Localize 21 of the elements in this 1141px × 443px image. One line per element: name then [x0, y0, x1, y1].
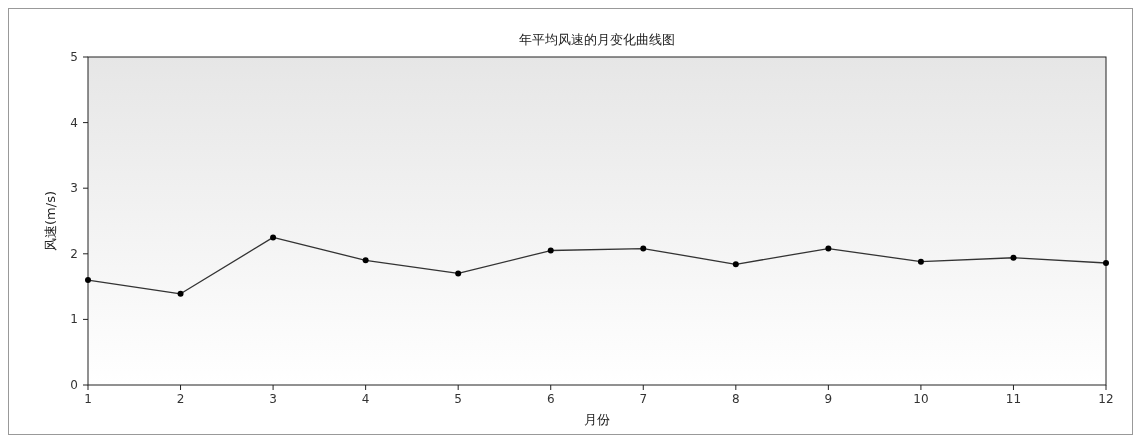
x-tick-label: 9 — [824, 392, 833, 406]
x-tick-label: 10 — [913, 392, 929, 406]
y-tick-label: 5 — [70, 50, 78, 64]
y-tick-label: 0 — [70, 378, 78, 392]
x-tick-label: 5 — [454, 392, 462, 406]
x-tick-label: 2 — [176, 392, 185, 406]
x-tick-label: 3 — [269, 392, 277, 406]
x-tick-label: 11 — [1005, 392, 1022, 406]
y-axis-title: 风速(m/s) — [43, 191, 58, 251]
y-tick-label: 2 — [70, 246, 78, 261]
x-tick-label: 4 — [361, 392, 370, 406]
x-tick-label: 1 — [84, 392, 92, 406]
y-tick-label: 1 — [70, 312, 78, 327]
x-tick-label: 8 — [732, 392, 740, 406]
x-tick-label: 6 — [546, 392, 555, 406]
y-tick-label: 4 — [70, 115, 78, 130]
x-tick-label: 12 — [1098, 392, 1114, 406]
x-tick-label: 7 — [639, 392, 648, 406]
chart-title: 年平均风速的月变化曲线图 — [519, 32, 675, 47]
x-axis-title: 月份 — [584, 412, 610, 427]
y-tick-label: 3 — [70, 181, 78, 196]
